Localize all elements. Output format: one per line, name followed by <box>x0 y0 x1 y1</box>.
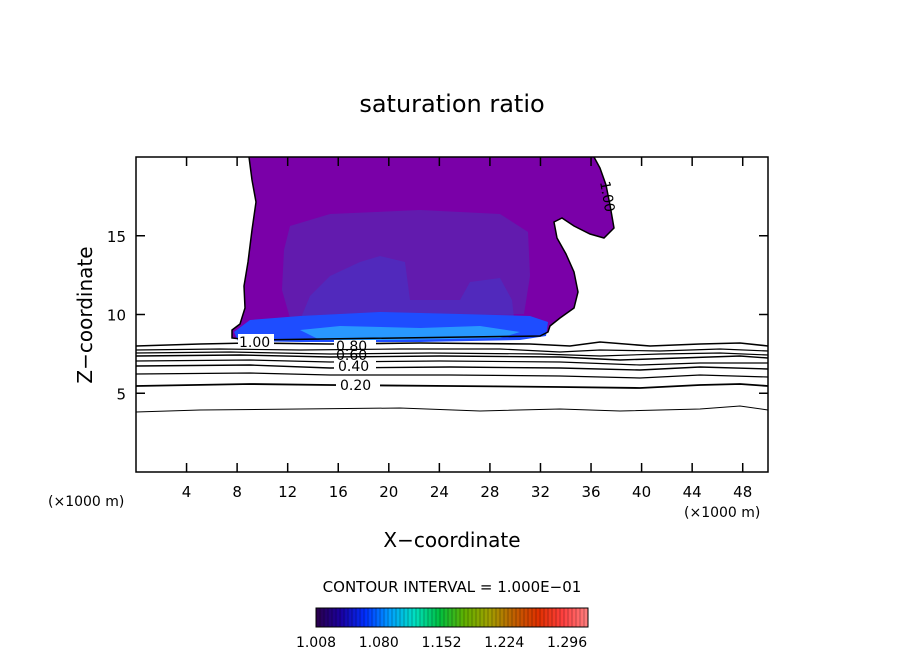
contour-label: 0.40 <box>338 359 369 375</box>
contour-1p00-outline <box>231 156 615 341</box>
contour-label: 1.00 <box>239 335 270 351</box>
colorbar-tick-label: 1.224 <box>484 635 524 651</box>
x-tick-label: 8 <box>232 483 242 501</box>
colorbar-gradient <box>315 607 589 628</box>
colorbar-tick-labels: 1.008 1.080 1.152 1.224 1.296 <box>296 635 587 651</box>
x-axis: 4 8 12 16 20 24 28 32 36 40 44 48 <box>182 157 752 501</box>
contour-line <box>135 351 769 357</box>
contour-label-bg <box>336 378 380 392</box>
contour-line <box>135 359 768 366</box>
x-tick-label: 36 <box>581 483 600 501</box>
colorbar-tick-label: 1.152 <box>421 635 461 651</box>
contour-line <box>135 364 769 371</box>
contour-label: 0.20 <box>340 378 371 394</box>
contour-label-bg <box>334 340 376 348</box>
contour-line <box>135 354 769 361</box>
contour-label: 1.00 <box>596 180 617 213</box>
y-tick-label: 15 <box>107 228 126 246</box>
x-tick-label: 32 <box>531 483 550 501</box>
colorbar-stripes <box>319 608 585 627</box>
y-tick-label: 10 <box>107 307 126 325</box>
contour-line <box>135 383 769 389</box>
x-tick-label: 24 <box>430 483 449 501</box>
y-axis-label: Z−coordinate <box>73 246 97 383</box>
contour-line <box>135 341 769 347</box>
x-tick-label: 44 <box>683 483 702 501</box>
x-tick-label: 12 <box>278 483 297 501</box>
contour-line <box>135 405 769 413</box>
x-unit-left: (×1000 m) <box>48 494 124 510</box>
x-tick-label: 16 <box>329 483 348 501</box>
contour-label: 0.80 <box>336 339 367 355</box>
cloud-core-deep <box>300 256 514 320</box>
contour-interval-text: CONTOUR INTERVAL = 1.000E−01 <box>323 578 582 596</box>
x-axis-label: X−coordinate <box>383 528 520 552</box>
colorbar-tick-label: 1.080 <box>359 635 399 651</box>
x-tick-label: 20 <box>379 483 398 501</box>
contour-line <box>135 348 769 353</box>
plot-area: 1.00 1.00 0.80 0.60 0.40 0.20 <box>135 156 769 473</box>
contour-label-bg <box>334 360 376 372</box>
y-tick-label: 5 <box>116 385 126 403</box>
x-unit-right: (×1000 m) <box>684 505 760 521</box>
x-tick-label: 40 <box>632 483 651 501</box>
x-tick-label: 4 <box>182 483 192 501</box>
contour-line <box>135 372 769 379</box>
colorbar-tick-label: 1.008 <box>296 635 336 651</box>
chart-title: saturation ratio <box>359 90 544 118</box>
colorbar: 1.008 1.080 1.152 1.224 1.296 <box>296 607 589 651</box>
contour-label-bg <box>238 334 274 348</box>
y-axis: 5 10 15 <box>107 228 768 403</box>
x-tick-label: 48 <box>733 483 752 501</box>
x-tick-label: 28 <box>480 483 499 501</box>
colorbar-tick-label: 1.296 <box>547 635 587 651</box>
